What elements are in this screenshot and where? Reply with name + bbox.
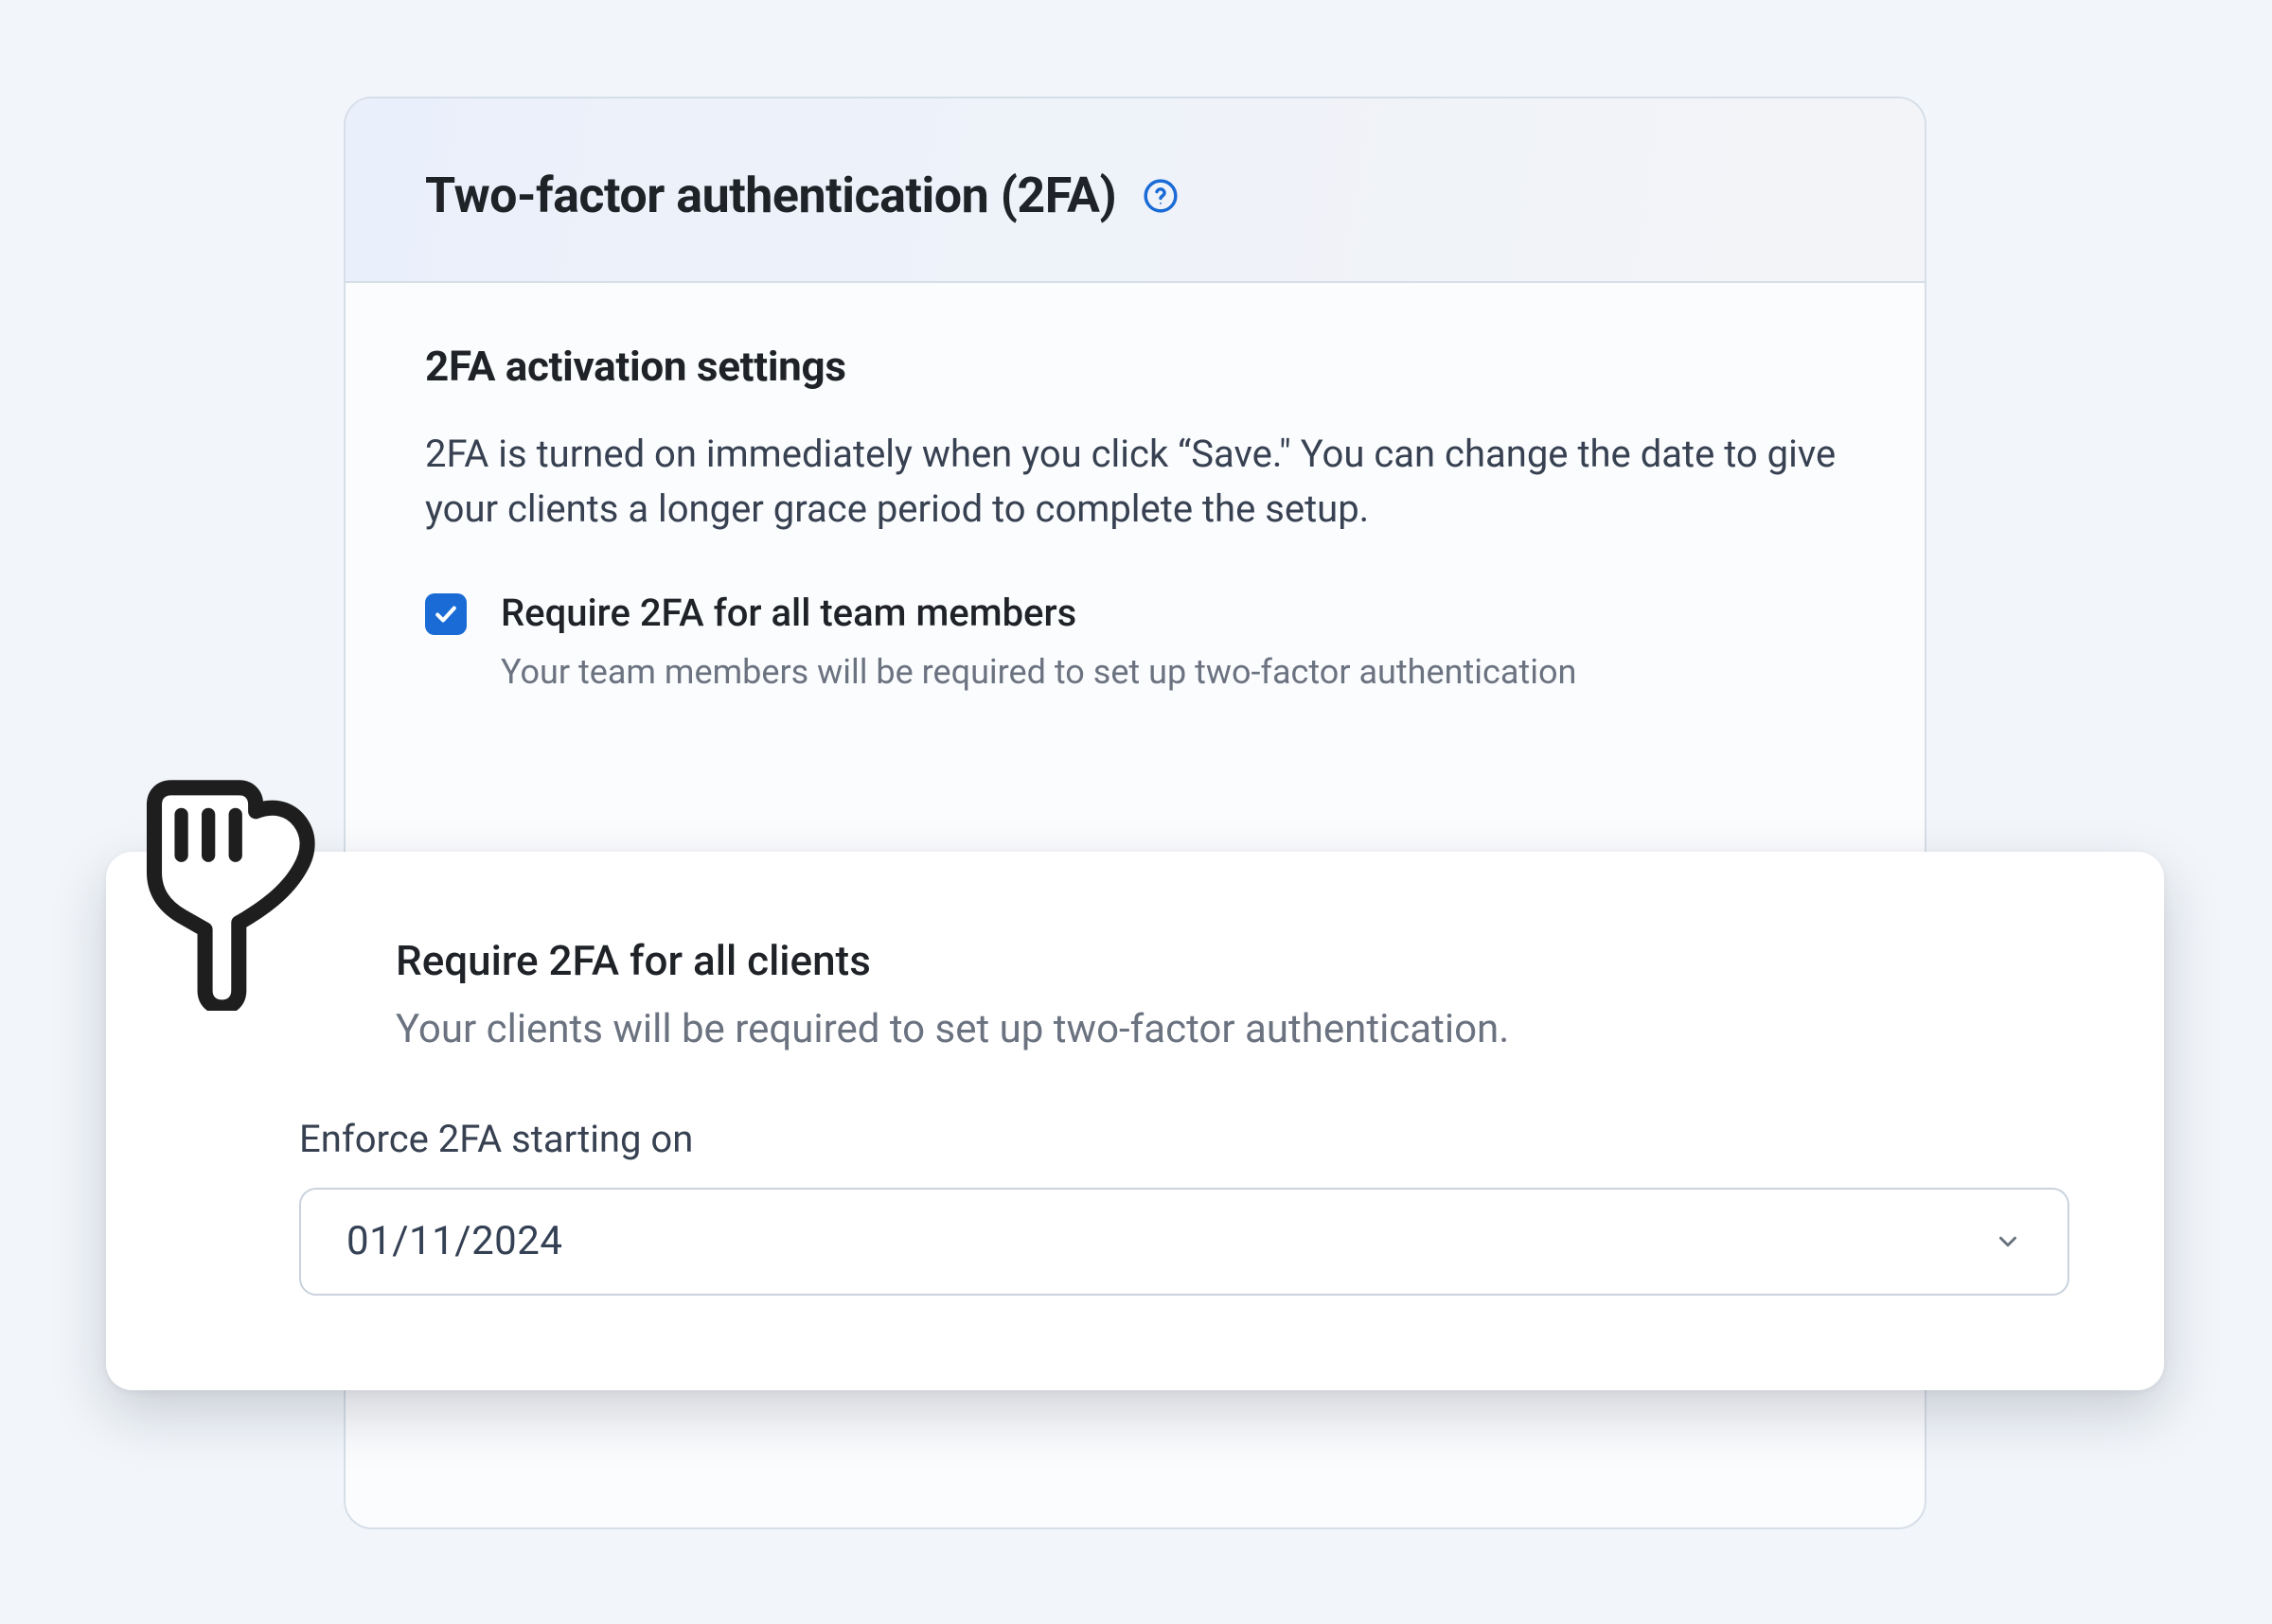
card-body: 2FA activation settings 2FA is turned on… — [346, 283, 1925, 774]
enforce-date-label: Enforce 2FA starting on — [299, 1117, 2069, 1161]
section-description: 2FA is turned on immediately when you cl… — [425, 427, 1845, 537]
require-2fa-clients-label: Require 2FA for all clients — [396, 935, 2069, 987]
help-icon[interactable] — [1143, 178, 1179, 214]
chevron-down-icon — [1994, 1227, 2022, 1256]
checkmark-icon — [433, 601, 459, 627]
require-2fa-clients-sublabel: Your clients will be required to set up … — [396, 1004, 2069, 1056]
card-title: Two-factor authentication (2FA) — [425, 167, 1116, 224]
require-2fa-team-checkbox[interactable] — [425, 593, 467, 635]
require-2fa-team-row: Require 2FA for all team members Your te… — [425, 590, 1845, 695]
enforce-date-value: 01/11/2024 — [346, 1218, 563, 1264]
require-2fa-team-label: Require 2FA for all team members — [501, 590, 1576, 637]
require-2fa-team-labels: Require 2FA for all team members Your te… — [501, 590, 1576, 695]
require-2fa-clients-labels: Require 2FA for all clients Your clients… — [396, 935, 2069, 1056]
require-2fa-team-sublabel: Your team members will be required to se… — [501, 650, 1576, 695]
section-title: 2FA activation settings — [425, 342, 1845, 391]
enforce-date-input[interactable]: 01/11/2024 — [299, 1188, 2069, 1296]
twofa-clients-popover: Require 2FA for all clients Your clients… — [106, 852, 2164, 1390]
card-header: Two-factor authentication (2FA) — [346, 98, 1925, 283]
